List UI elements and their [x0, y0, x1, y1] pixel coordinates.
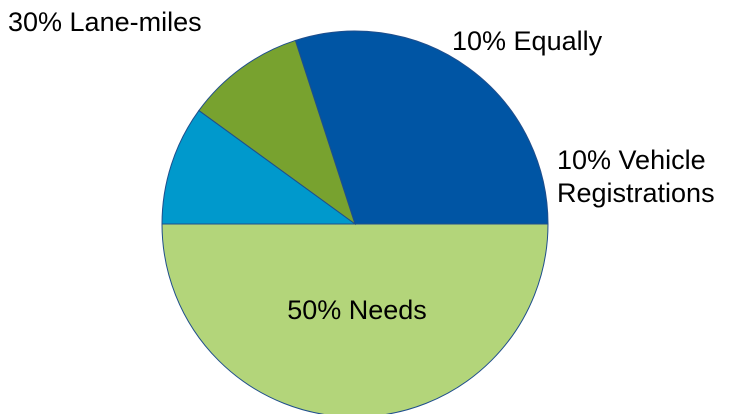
slice-label-needs: 50% Needs — [287, 295, 427, 325]
pie-slices — [162, 31, 548, 414]
slice-label-equally: 10% Equally — [452, 26, 603, 56]
slice-label-vehicle-registrations: 10% Vehicle Registrations — [557, 145, 715, 208]
slice-label-lane-miles: 30% Lane-miles — [8, 7, 202, 37]
